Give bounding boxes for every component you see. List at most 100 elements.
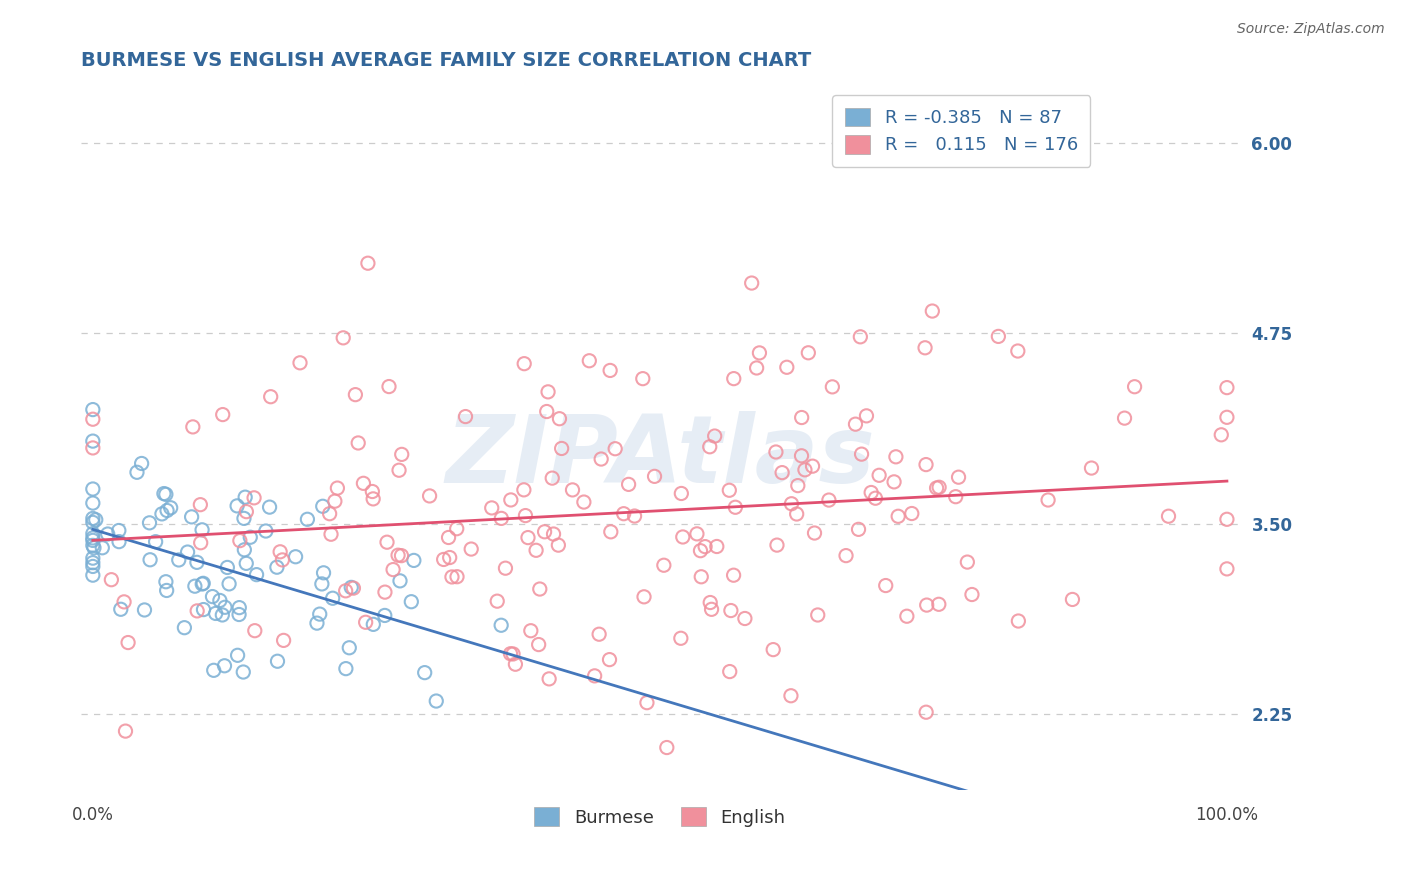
Point [915, 458, 938, 472]
Point [617, 477, 640, 491]
Point [82, 526, 104, 541]
Point [502, 647, 524, 661]
Point [821, 380, 844, 394]
Point [1211, 427, 1233, 442]
Point [354, 615, 377, 630]
Point [173, 621, 195, 635]
Point [860, 485, 883, 500]
Point [599, 524, 621, 539]
Point [229, 533, 252, 548]
Point [167, 553, 190, 567]
Point [536, 404, 558, 418]
Point [987, 329, 1010, 343]
Point [499, 647, 522, 661]
Point [786, 507, 808, 521]
Point [901, 507, 924, 521]
Point [741, 276, 763, 290]
Point [391, 549, 413, 563]
Point [925, 481, 948, 495]
Point [572, 495, 595, 509]
Point [446, 570, 468, 584]
Point [699, 595, 721, 609]
Point [191, 577, 214, 591]
Point [243, 491, 266, 505]
Point [82, 496, 104, 510]
Point [347, 436, 370, 450]
Point [180, 509, 202, 524]
Point [623, 509, 645, 524]
Point [361, 484, 384, 499]
Text: ZIPAtlas: ZIPAtlas [446, 411, 875, 503]
Point [1157, 509, 1180, 524]
Point [1216, 381, 1239, 395]
Point [884, 450, 907, 464]
Point [533, 524, 555, 539]
Point [374, 585, 396, 599]
Point [529, 582, 551, 596]
Point [633, 590, 655, 604]
Point [201, 590, 224, 604]
Point [855, 409, 877, 423]
Point [835, 549, 858, 563]
Point [155, 574, 177, 589]
Point [1114, 411, 1136, 425]
Point [790, 410, 813, 425]
Point [505, 657, 527, 672]
Point [671, 486, 693, 500]
Point [284, 549, 307, 564]
Point [112, 595, 135, 609]
Point [375, 535, 398, 549]
Point [326, 481, 349, 495]
Point [266, 560, 288, 574]
Point [875, 578, 897, 592]
Point [204, 607, 226, 621]
Point [305, 616, 328, 631]
Point [155, 487, 177, 501]
Legend: Burmese, English: Burmese, English [527, 800, 793, 834]
Point [1007, 344, 1029, 359]
Point [382, 563, 405, 577]
Point [363, 617, 385, 632]
Point [117, 635, 139, 649]
Point [887, 509, 910, 524]
Point [1036, 493, 1059, 508]
Point [413, 665, 436, 680]
Point [388, 574, 411, 588]
Point [266, 654, 288, 668]
Point [703, 429, 725, 443]
Point [914, 341, 936, 355]
Point [693, 540, 716, 554]
Point [599, 652, 621, 666]
Point [538, 672, 561, 686]
Point [780, 689, 803, 703]
Point [652, 558, 675, 573]
Point [184, 579, 207, 593]
Point [921, 304, 943, 318]
Point [125, 465, 148, 479]
Point [689, 543, 711, 558]
Point [945, 490, 967, 504]
Point [765, 445, 787, 459]
Point [214, 600, 236, 615]
Point [150, 507, 173, 521]
Point [686, 526, 709, 541]
Point [145, 534, 167, 549]
Point [153, 486, 176, 500]
Point [388, 463, 411, 477]
Point [138, 516, 160, 530]
Point [1216, 562, 1239, 576]
Point [217, 560, 239, 574]
Point [513, 483, 536, 497]
Point [259, 500, 281, 515]
Point [793, 463, 815, 477]
Point [100, 573, 122, 587]
Point [202, 663, 225, 677]
Point [134, 603, 156, 617]
Point [82, 434, 104, 449]
Point [807, 607, 830, 622]
Point [499, 492, 522, 507]
Point [489, 618, 512, 632]
Point [425, 694, 447, 708]
Point [868, 468, 890, 483]
Point [644, 469, 666, 483]
